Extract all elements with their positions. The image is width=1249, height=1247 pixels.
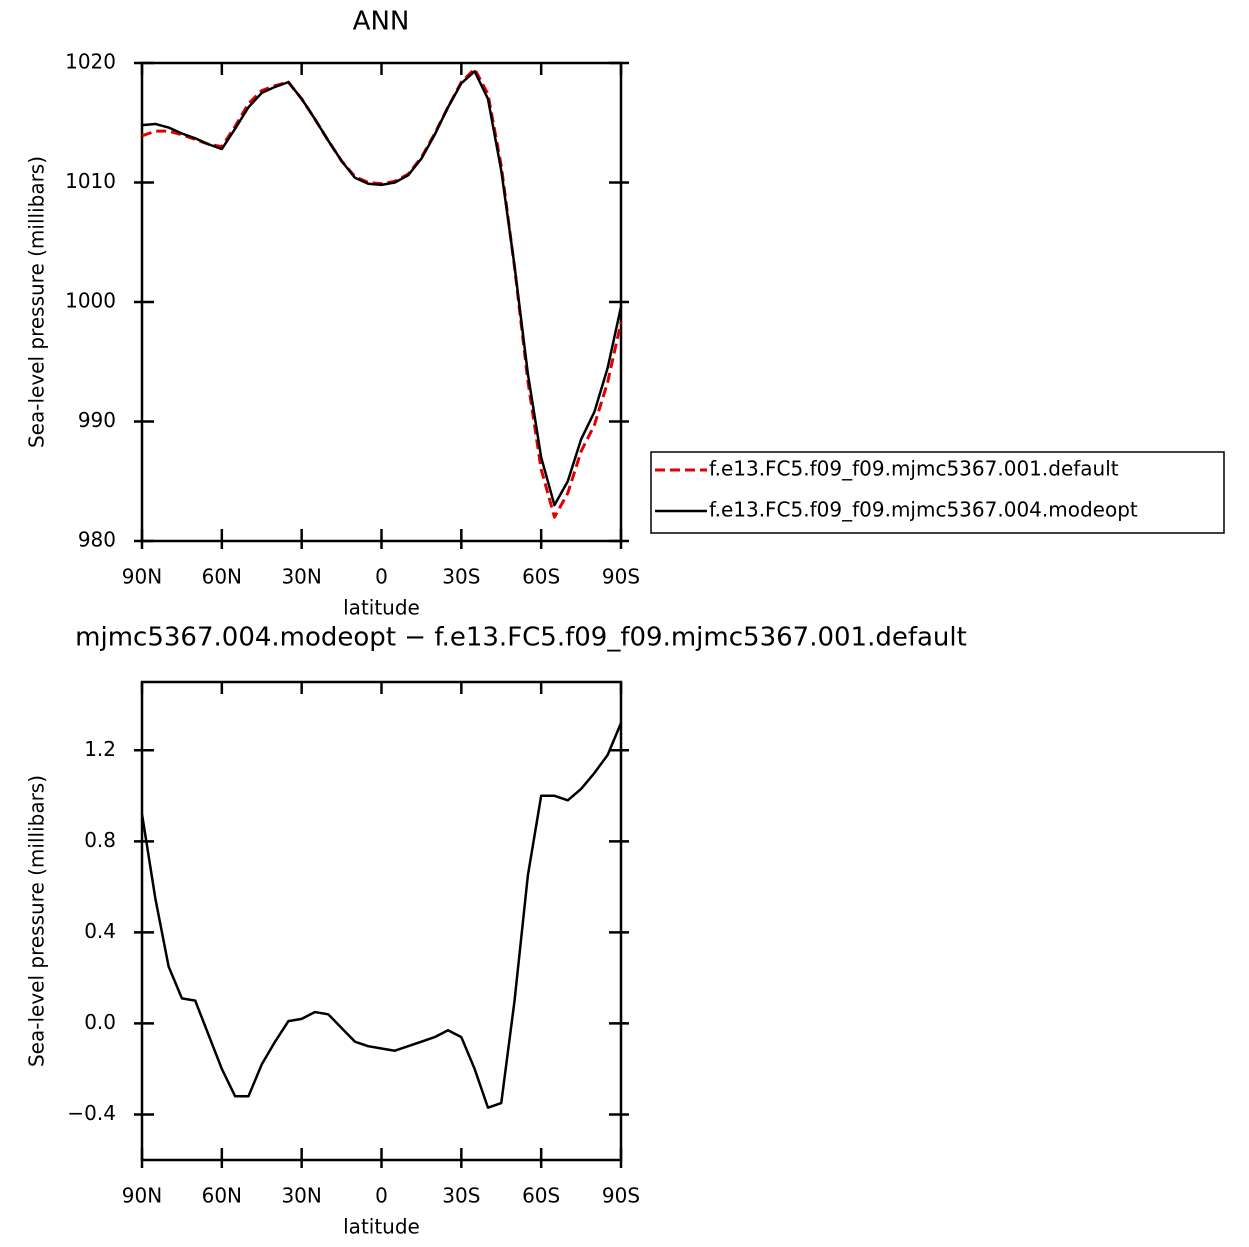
x-tick-label: 90N	[122, 1184, 162, 1208]
y-tick-label: 1010	[65, 169, 116, 193]
x-tick-label: 60N	[202, 565, 242, 589]
legend-box	[650, 451, 1225, 534]
x-tick-label: 60N	[202, 1184, 242, 1208]
data-line	[141, 70, 623, 507]
plot-frame	[140, 61, 623, 543]
x-tick-label: 0	[375, 1184, 388, 1208]
y-tick-label: 0.4	[84, 919, 116, 943]
y-tick-label: 1000	[65, 289, 116, 313]
x-tick-label: 0	[375, 565, 388, 589]
y-axis-label: Sea-level pressure (millibars)	[25, 156, 49, 448]
data-line	[140, 722, 623, 1109]
legend-label: f.e13.FC5.f09_f09.mjmc5367.004.modeopt	[709, 498, 1138, 522]
x-tick-label: 90S	[602, 1184, 640, 1208]
y-tick-label: 0.8	[84, 828, 116, 852]
data-line	[141, 67, 623, 519]
x-tick-label: 30S	[442, 1184, 480, 1208]
y-axis-label: Sea-level pressure (millibars)	[25, 775, 49, 1067]
plot-frame	[140, 680, 623, 1162]
y-tick-label: 1020	[65, 50, 116, 74]
x-tick-label: 60S	[522, 1184, 560, 1208]
y-tick-label: 1.2	[84, 737, 116, 761]
x-tick-label: 30N	[281, 1184, 321, 1208]
y-tick-label: 0.0	[84, 1010, 116, 1034]
x-tick-label: 90S	[602, 565, 640, 589]
x-tick-label: 60S	[522, 565, 560, 589]
x-tick-label: 30S	[442, 565, 480, 589]
y-tick-label: 990	[78, 408, 116, 432]
legend-label: f.e13.FC5.f09_f09.mjmc5367.001.default	[709, 457, 1119, 481]
x-tick-label: 90N	[122, 565, 162, 589]
x-tick-label: 30N	[281, 565, 321, 589]
chart-title: mjmc5367.004.modeopt − f.e13.FC5.f09_f09…	[75, 623, 967, 653]
chart-title: ANN	[353, 7, 410, 37]
y-tick-label: 980	[78, 528, 116, 552]
x-axis-label: latitude	[343, 1215, 420, 1239]
y-tick-label: −0.4	[67, 1101, 116, 1125]
x-axis-label: latitude	[343, 596, 420, 620]
